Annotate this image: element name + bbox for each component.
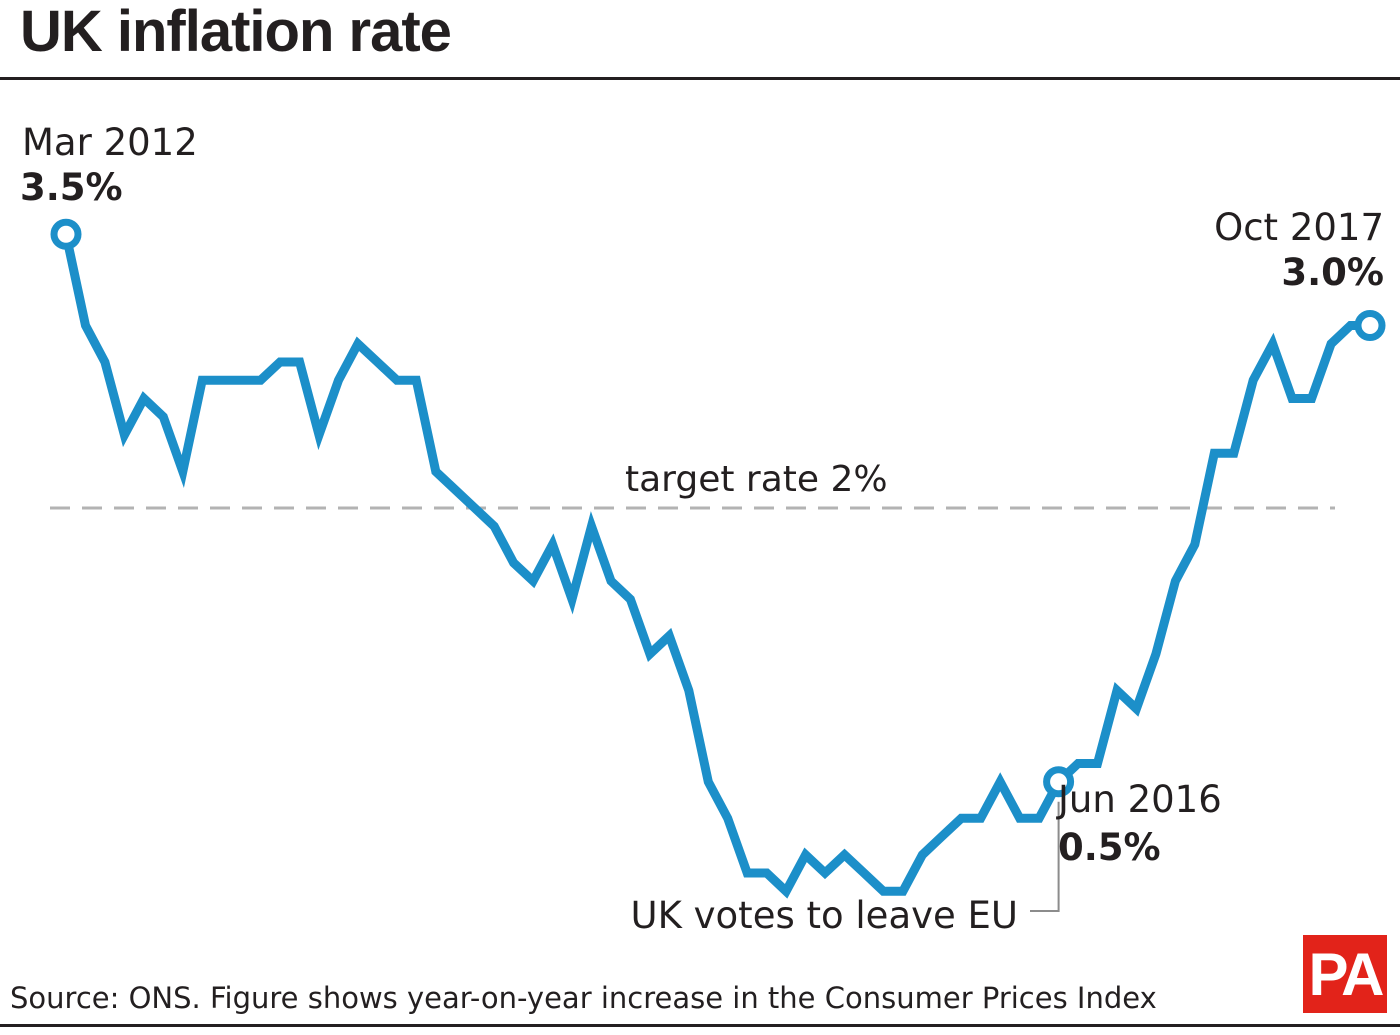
footer-rule [0, 1024, 1400, 1027]
brexit-date-label: Jun 2016 [1056, 778, 1222, 821]
highlight-markers [50, 218, 1386, 798]
brexit-leader-line [1030, 801, 1060, 912]
highlight-marker-2016-06 [1043, 766, 1075, 798]
brexit-value-label: 0.5% [1058, 826, 1161, 869]
start-value-label: 3.5% [20, 166, 123, 209]
highlight-marker-2012-03 [50, 218, 82, 250]
end-date-label: Oct 2017 [1214, 206, 1384, 249]
start-date-label: Mar 2012 [22, 121, 198, 164]
pa-logo: PA [1303, 935, 1387, 1013]
title-rule [0, 77, 1400, 80]
source-note: Source: ONS. Figure shows year-on-year i… [10, 981, 1157, 1015]
end-value-label: 3.0% [1281, 251, 1384, 294]
highlight-marker-2017-10 [1354, 310, 1386, 341]
chart-title: UK inflation rate [20, 0, 452, 64]
brexit-note-label: UK votes to leave EU [631, 894, 1018, 937]
target-rate-label: target rate 2% [625, 459, 888, 500]
inflation-series-line [61, 233, 1370, 899]
